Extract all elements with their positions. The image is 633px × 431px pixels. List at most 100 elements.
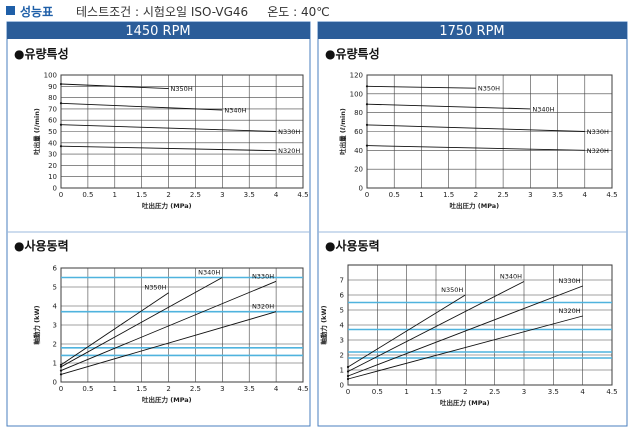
- x-tick-label: 1.5: [136, 385, 147, 393]
- y-tick-label: 5: [340, 307, 344, 315]
- test-condition: 테스트조건 : 시험오일 ISO-VG46 온도 : 40℃: [76, 5, 330, 19]
- data-point: [346, 377, 350, 381]
- y-tick-label: 6: [340, 292, 345, 300]
- flow-section-title: ●유량특성: [14, 46, 69, 61]
- y-tick-label: 120: [350, 72, 363, 80]
- x-tick-label: 1: [419, 191, 423, 199]
- y-tick-label: 6: [53, 265, 58, 273]
- y-tick-label: 80: [48, 94, 57, 102]
- x-tick-label: 2.5: [190, 191, 201, 199]
- x-tick-label: 4: [580, 388, 585, 396]
- x-axis-title: 吐出圧力 (MPa): [142, 395, 192, 404]
- y-tick-label: 40: [48, 139, 57, 147]
- series-label: N350H: [144, 284, 166, 292]
- panel-title: 1750 RPM: [439, 24, 504, 39]
- x-tick-label: 0.5: [82, 385, 93, 393]
- y-tick-label: 0: [359, 185, 363, 193]
- x-tick-label: 3: [220, 191, 224, 199]
- chart-2: 0 0.5 1 1.5 2 2.5 3 3.5 4 4.5 0 1 2 3 4 5 6 N350H N340H N33…: [32, 265, 309, 405]
- x-tick-label: 2: [166, 191, 170, 199]
- y-tick-label: 20: [354, 166, 363, 174]
- power-section-title: ●사용동력: [14, 238, 69, 253]
- x-tick-label: 3: [522, 388, 526, 396]
- series-line-n350h: [60, 83, 169, 90]
- data-point: [59, 369, 63, 372]
- panel-header-bar: [318, 22, 627, 39]
- data-point: [59, 82, 63, 86]
- series-line-n340h: [60, 277, 223, 368]
- y-tick-label: 40: [354, 147, 363, 155]
- y-axis-title: 軸動力 (kW): [319, 305, 328, 344]
- y-axis-title: 軸動力 (kW): [32, 305, 41, 344]
- series-label: N340H: [500, 273, 522, 281]
- x-tick-label: 0: [59, 385, 63, 393]
- x-tick-label: 1: [113, 191, 117, 199]
- data-point: [346, 370, 350, 373]
- data-point: [346, 374, 350, 378]
- x-tick-label: 1.5: [443, 191, 454, 199]
- data-point: [59, 365, 63, 368]
- data-point: [365, 85, 369, 88]
- data-point: [346, 365, 350, 369]
- series-label: N350H: [171, 85, 193, 93]
- x-tick-label: 4: [274, 191, 279, 199]
- y-axis-title: 吐出量 (ℓ/min): [338, 108, 347, 155]
- x-tick-label: 4.5: [297, 385, 308, 393]
- x-tick-label: 3.5: [244, 385, 255, 393]
- data-point: [59, 145, 63, 148]
- x-tick-label: 2.5: [190, 385, 201, 393]
- y-tick-label: 80: [354, 109, 363, 117]
- x-tick-label: 0: [365, 191, 369, 199]
- x-tick-label: 2: [474, 191, 478, 199]
- x-tick-label: 2: [166, 385, 170, 393]
- y-tick-label: 3: [53, 322, 57, 330]
- y-tick-label: 2: [53, 341, 57, 349]
- series-label: N350H: [478, 85, 500, 93]
- series-line-n350h: [366, 85, 476, 89]
- series-line-n350h: [60, 292, 169, 366]
- x-tick-label: 1.5: [136, 191, 147, 199]
- x-axis-title: 吐出圧力 (MPa): [450, 201, 500, 210]
- page-title: 성능표: [20, 5, 54, 19]
- series-label: N340H: [532, 105, 554, 113]
- y-tick-label: 30: [48, 151, 57, 159]
- x-tick-label: 0: [346, 388, 350, 396]
- series-line-n330h: [60, 124, 277, 132]
- series-line-n320h: [60, 145, 277, 152]
- series-line-n350h: [347, 294, 466, 368]
- series-label: N330H: [252, 272, 274, 280]
- series-label: N320H: [558, 307, 580, 315]
- y-tick-label: 2: [340, 352, 344, 360]
- series-label: N340H: [224, 107, 246, 115]
- x-tick-label: 0.5: [389, 191, 400, 199]
- y-tick-label: 100: [44, 72, 57, 80]
- y-tick-label: 3: [340, 337, 344, 345]
- series-line-n340h: [347, 281, 525, 372]
- data-point: [59, 373, 63, 376]
- x-tick-label: 3.5: [244, 191, 255, 199]
- y-tick-label: 7: [340, 277, 344, 285]
- x-tick-label: 0.5: [82, 191, 93, 199]
- data-point: [59, 363, 63, 366]
- series-label: N340H: [198, 269, 220, 277]
- y-tick-label: 5: [53, 284, 57, 292]
- series-label: N330H: [558, 277, 580, 285]
- x-tick-label: 4.5: [606, 191, 617, 199]
- y-tick-label: 50: [48, 128, 57, 136]
- y-tick-label: 90: [48, 83, 57, 91]
- y-tick-label: 70: [48, 105, 57, 113]
- x-tick-label: 3.5: [552, 191, 563, 199]
- panel-header-bar: [7, 22, 310, 39]
- page-header: 성능표 테스트조건 : 시험오일 ISO-VG46 온도 : 40℃: [4, 2, 629, 20]
- y-tick-label: 100: [350, 90, 363, 98]
- chart-3: 0 0.5 1 1.5 2 2.5 3 3.5 4 4.5 0 20 40 60 80 100 120 N350H…: [338, 72, 618, 211]
- y-tick-label: 4: [340, 322, 345, 330]
- data-point: [59, 123, 63, 126]
- data-point: [59, 102, 63, 105]
- series-label: N330H: [278, 128, 300, 136]
- panel-title: 1450 RPM: [125, 24, 190, 39]
- y-tick-label: 0: [53, 185, 57, 193]
- y-tick-label: 10: [48, 173, 57, 181]
- x-tick-label: 2: [463, 388, 467, 396]
